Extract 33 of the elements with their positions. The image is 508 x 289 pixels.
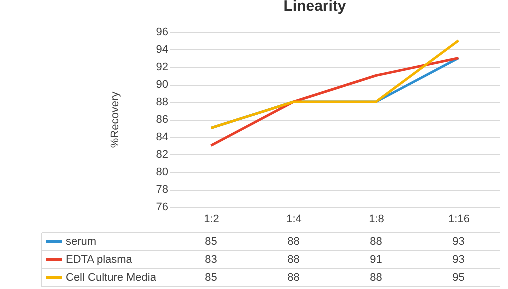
line-series (210, 57, 460, 147)
legend-label: Cell Culture Media (66, 272, 158, 284)
y-axis-title: %Recovery (110, 91, 122, 148)
y-tick-label: 92 (156, 62, 168, 74)
y-tick-label: 82 (156, 149, 168, 161)
data-label: 95 (452, 272, 465, 284)
data-label: 93 (452, 254, 465, 266)
legend-label: serum (66, 236, 97, 248)
data-label: 88 (370, 236, 382, 248)
x-tick-label: 1:2 (204, 214, 220, 226)
x-tick-label: 1:8 (369, 214, 384, 226)
y-tick-label: 78 (156, 184, 168, 196)
data-label: 91 (370, 254, 382, 266)
legend-label: EDTA plasma (66, 254, 134, 266)
y-tick-label: 88 (156, 96, 168, 108)
x-tick-label: 1:4 (286, 214, 302, 226)
chart-title: Linearity (284, 0, 347, 15)
y-tick-label: 86 (156, 114, 168, 126)
y-tick-label: 94 (156, 44, 168, 56)
y-tick-label: 84 (156, 132, 168, 144)
data-label: 88 (288, 254, 300, 266)
x-tick-label: 1:16 (448, 214, 470, 226)
data-label: 88 (288, 272, 300, 284)
y-tick-label: 90 (156, 79, 168, 91)
data-label: 88 (370, 272, 382, 284)
data-label: 88 (288, 236, 300, 248)
y-tick-label: 96 (156, 26, 168, 38)
y-tick-label: 80 (156, 166, 168, 178)
data-label: 83 (205, 254, 218, 266)
data-label: 85 (205, 272, 218, 284)
data-label: 85 (205, 236, 218, 248)
y-tick-label: 76 (156, 202, 168, 214)
data-label: 93 (452, 236, 465, 248)
